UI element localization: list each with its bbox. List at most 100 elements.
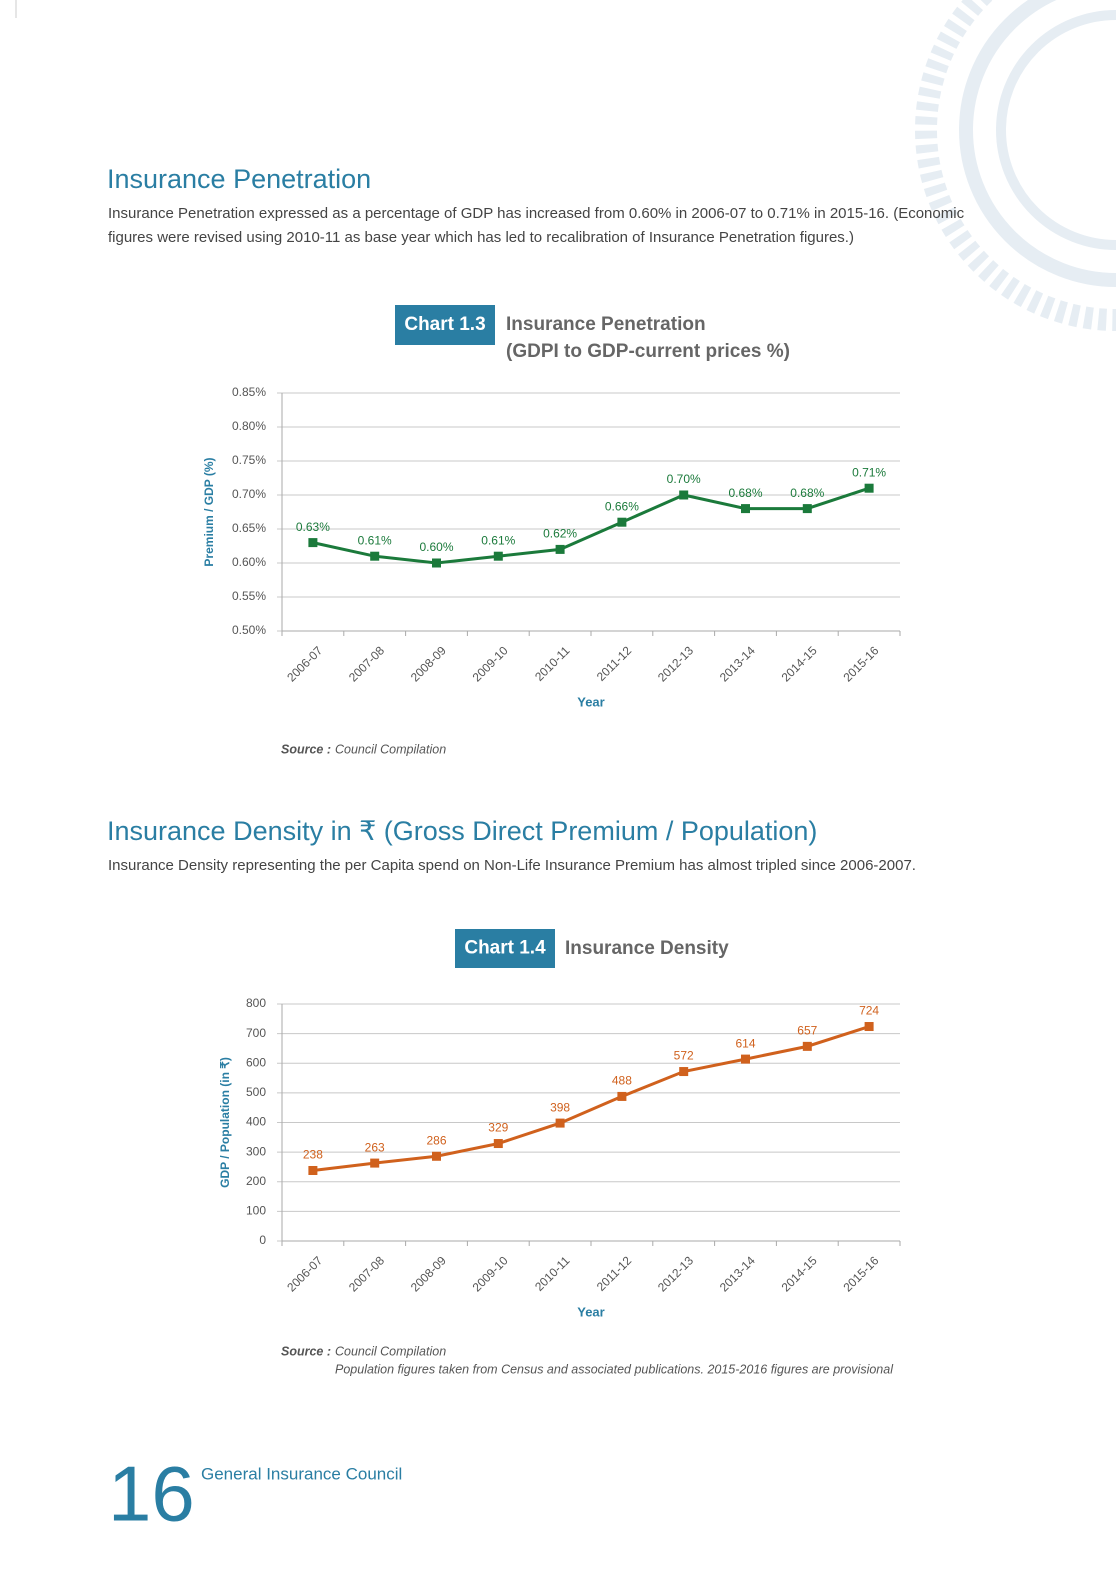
source-prefix: Source : bbox=[281, 1344, 331, 1358]
source-prefix: Source : bbox=[281, 742, 331, 756]
marker bbox=[308, 538, 318, 548]
marker bbox=[741, 1054, 750, 1064]
line bbox=[312, 486, 870, 565]
chart-badge bbox=[395, 305, 495, 345]
marker bbox=[432, 558, 441, 568]
x-axis-label: Year bbox=[577, 694, 604, 709]
y-tick-label: 0.65% bbox=[232, 521, 266, 535]
line bbox=[312, 1025, 870, 1172]
section-heading: Insurance Penetration bbox=[107, 164, 371, 194]
marker bbox=[679, 490, 689, 500]
marker bbox=[741, 504, 750, 514]
data-label: 0.60% bbox=[419, 540, 453, 554]
y-tick-label: 0.85% bbox=[232, 385, 266, 399]
data-label: 0.71% bbox=[852, 465, 886, 479]
y-tick-label: 0.75% bbox=[232, 453, 266, 467]
x-tick-label: 2007-08 bbox=[346, 643, 387, 684]
marker bbox=[370, 551, 380, 561]
data-label: 286 bbox=[426, 1133, 446, 1147]
marker bbox=[432, 1151, 441, 1161]
y-axis-label: Premium / GDP (%) bbox=[202, 457, 216, 566]
data-label: 614 bbox=[735, 1036, 755, 1050]
y-tick-label: 0.70% bbox=[232, 487, 266, 501]
marker bbox=[370, 1158, 380, 1168]
y-tick-label: 500 bbox=[246, 1085, 266, 1099]
marker bbox=[555, 544, 565, 554]
marker bbox=[493, 1139, 503, 1149]
chart-label: Chart 1.4 bbox=[464, 938, 546, 959]
data-label: 488 bbox=[612, 1074, 632, 1088]
chart-title: (GDPI to GDP-current prices %) bbox=[506, 341, 790, 362]
y-tick-label: 0.55% bbox=[232, 589, 266, 603]
y-tick-label: 200 bbox=[246, 1174, 266, 1188]
data-label: 0.68% bbox=[728, 486, 762, 500]
x-tick-label: 2014-15 bbox=[779, 643, 820, 684]
y-tick-label: 0.60% bbox=[232, 555, 266, 569]
publisher: General Insurance Council bbox=[201, 1464, 402, 1483]
chart-title: Insurance Density bbox=[565, 938, 729, 959]
y-tick-label: 300 bbox=[246, 1144, 266, 1158]
x-tick-label: 2009-10 bbox=[470, 643, 511, 684]
source-note: Population figures taken from Census and… bbox=[335, 1362, 894, 1376]
data-label: 657 bbox=[797, 1024, 817, 1038]
data-label: 263 bbox=[365, 1140, 385, 1154]
x-tick-label: 2009-10 bbox=[470, 1253, 511, 1294]
marker bbox=[308, 1165, 318, 1175]
chart-title: Insurance Penetration bbox=[506, 314, 706, 335]
y-tick-label: 400 bbox=[246, 1115, 266, 1129]
data-label: 0.63% bbox=[296, 520, 330, 534]
x-tick-label: 2010-11 bbox=[532, 643, 573, 684]
section-heading: Insurance Density in ₹ (Gross Direct Pre… bbox=[107, 816, 817, 846]
x-tick-label: 2013-14 bbox=[717, 643, 758, 684]
marker bbox=[864, 1022, 874, 1032]
x-tick-label: 2012-13 bbox=[655, 643, 696, 684]
marker bbox=[617, 1091, 627, 1101]
x-tick-label: 2007-08 bbox=[346, 1253, 387, 1294]
y-tick-label: 100 bbox=[246, 1204, 266, 1218]
marker bbox=[493, 551, 503, 561]
data-label: 238 bbox=[303, 1148, 323, 1162]
marker bbox=[802, 504, 812, 514]
x-axis-label: Year bbox=[577, 1304, 604, 1319]
x-tick-label: 2006-07 bbox=[284, 1253, 325, 1294]
data-label: 724 bbox=[859, 1004, 879, 1018]
x-tick-label: 2015-16 bbox=[840, 1253, 881, 1294]
data-label: 0.62% bbox=[543, 527, 577, 541]
x-tick-label: 2011-12 bbox=[594, 643, 635, 684]
source-text: Council Compilation bbox=[335, 742, 446, 756]
paragraph-line: Insurance Density representing the per C… bbox=[108, 857, 916, 874]
y-tick-label: 800 bbox=[246, 996, 266, 1010]
source-text: Council Compilation bbox=[335, 1344, 446, 1358]
x-tick-label: 2006-07 bbox=[284, 643, 325, 684]
data-label: 398 bbox=[550, 1100, 570, 1114]
marker bbox=[802, 1041, 812, 1051]
y-axis-label: GDP / Population (in ₹) bbox=[218, 1057, 232, 1188]
x-tick-label: 2014-15 bbox=[779, 1253, 820, 1294]
y-tick-label: 600 bbox=[246, 1055, 266, 1069]
marker bbox=[679, 1067, 689, 1077]
chart-label: Chart 1.3 bbox=[404, 314, 485, 335]
x-tick-label: 2010-11 bbox=[532, 1253, 573, 1294]
y-tick-label: 0.50% bbox=[232, 623, 266, 637]
page-number: 16 bbox=[108, 1450, 195, 1538]
marker bbox=[555, 1118, 565, 1128]
x-tick-label: 2011-12 bbox=[594, 1253, 635, 1294]
x-tick-label: 2008-09 bbox=[408, 1253, 449, 1294]
chart-badge bbox=[455, 929, 555, 968]
marker bbox=[617, 517, 627, 527]
y-tick-label: 0.80% bbox=[232, 419, 266, 433]
x-tick-label: 2015-16 bbox=[840, 643, 881, 684]
data-label: 0.61% bbox=[481, 533, 515, 547]
data-label: 572 bbox=[674, 1049, 694, 1063]
data-label: 0.68% bbox=[790, 486, 824, 500]
x-tick-label: 2012-13 bbox=[655, 1253, 696, 1294]
data-label: 0.66% bbox=[605, 499, 639, 513]
data-label: 0.70% bbox=[667, 472, 701, 486]
x-tick-label: 2008-09 bbox=[408, 643, 449, 684]
y-tick-label: 700 bbox=[246, 1026, 266, 1040]
decoration bbox=[915, 0, 1116, 331]
paragraph-line: figures were revised using 2010-11 as ba… bbox=[108, 229, 854, 246]
paragraph-line: Insurance Penetration expressed as a per… bbox=[108, 205, 965, 222]
data-label: 0.61% bbox=[358, 533, 392, 547]
